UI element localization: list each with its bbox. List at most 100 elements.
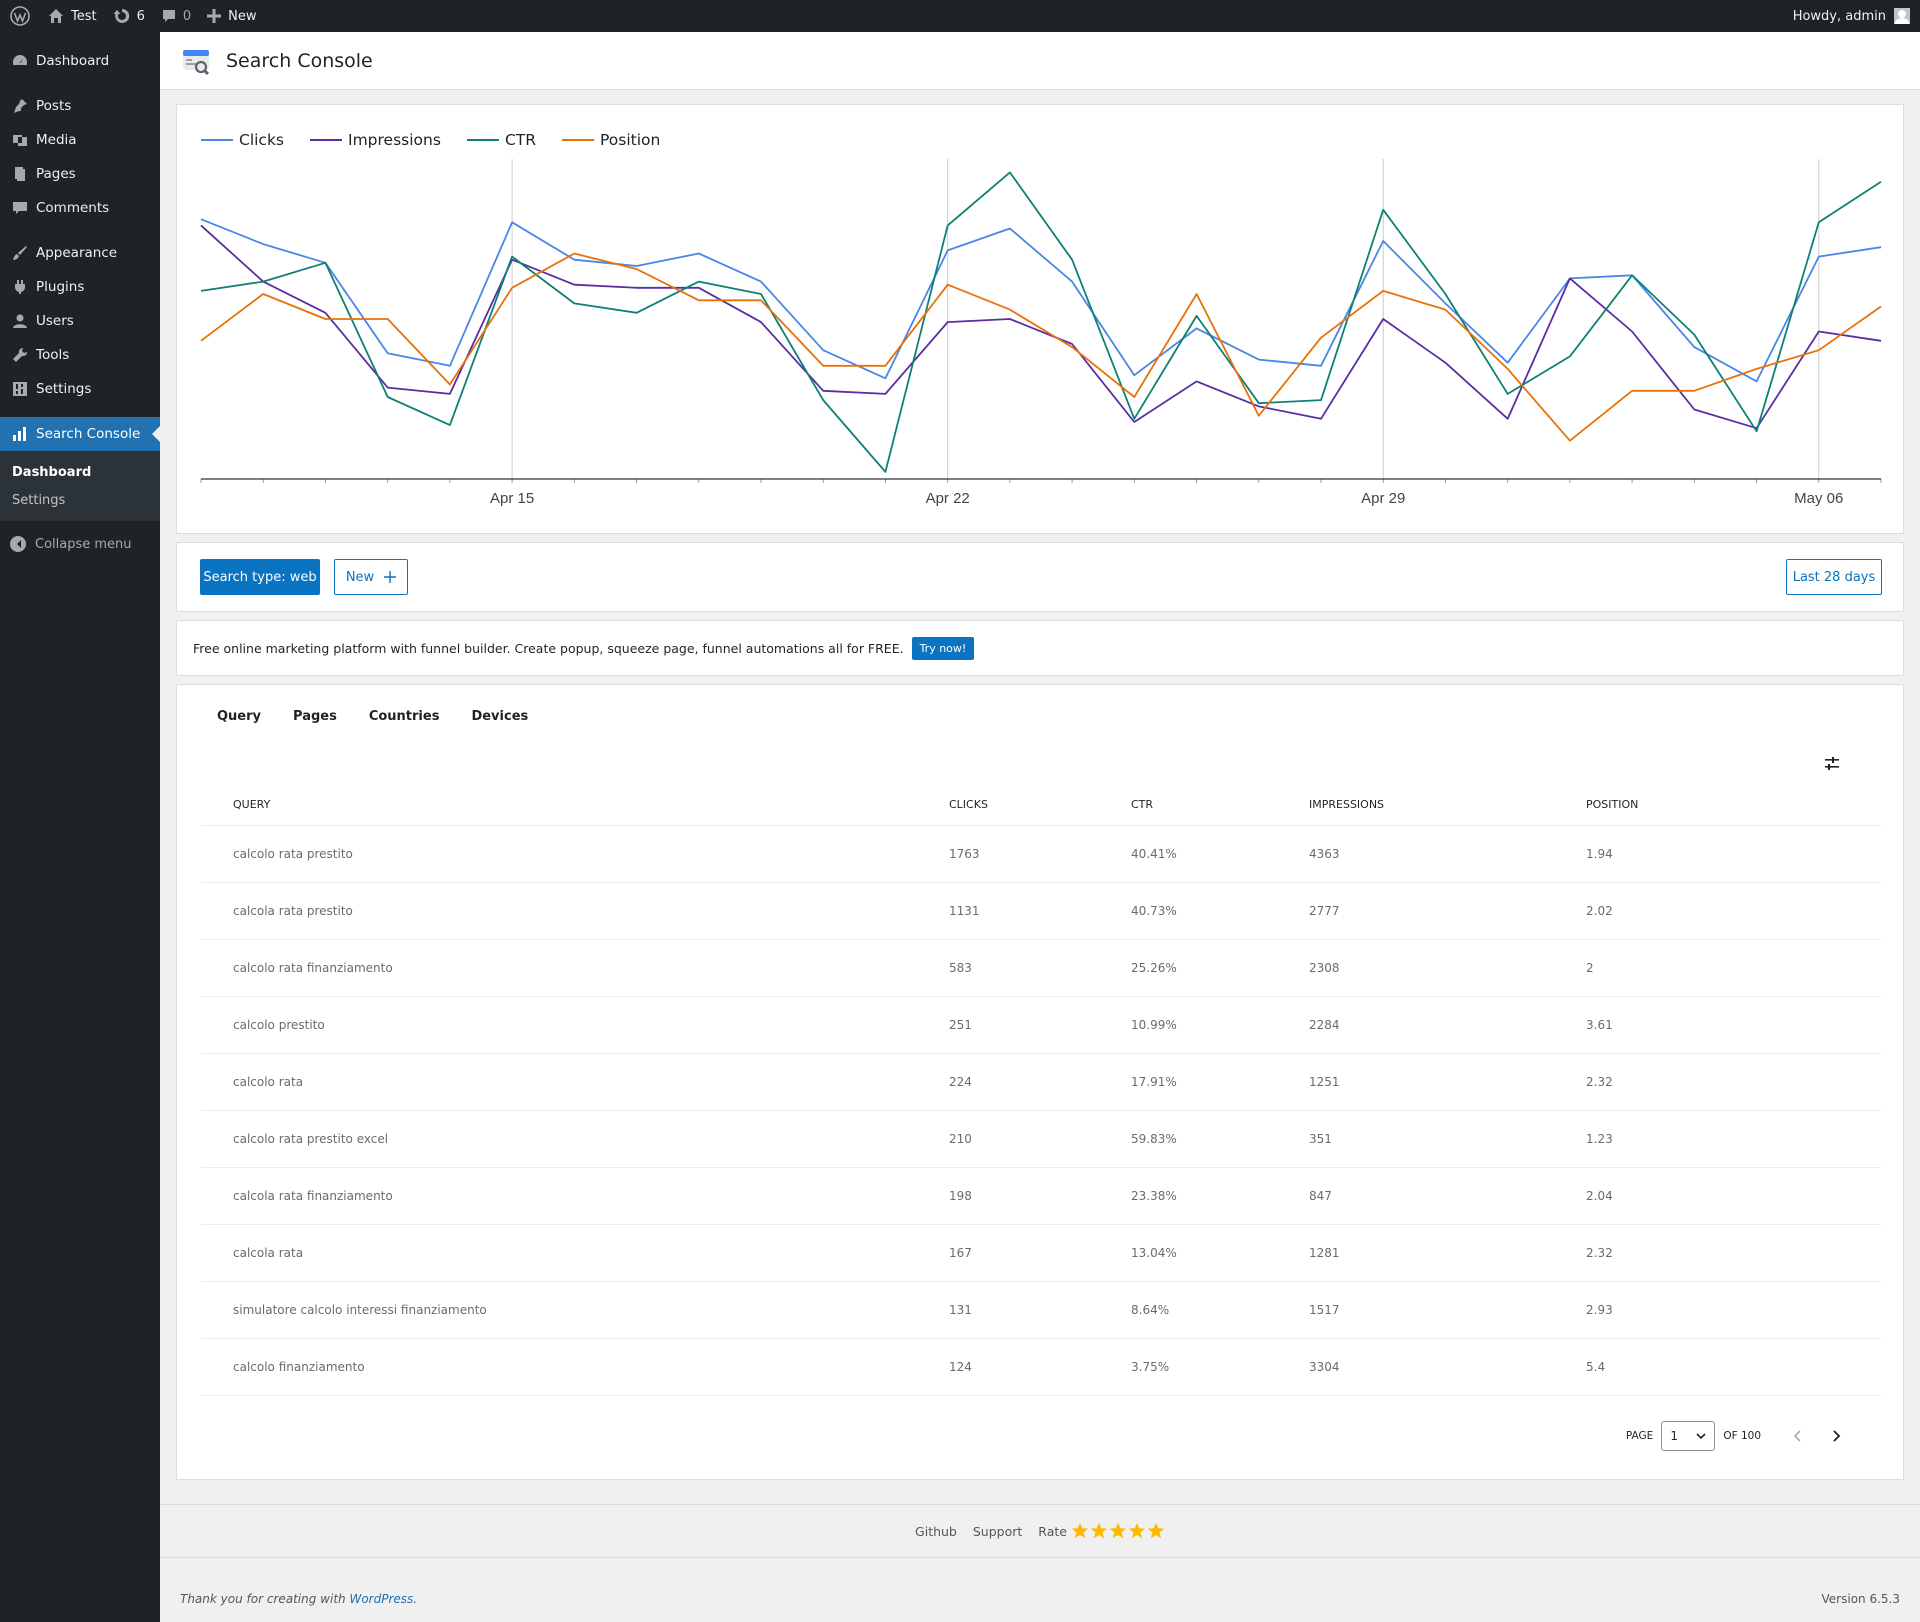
sidebar-item-label: Appearance [36,245,118,261]
sidebar-item-comments[interactable]: Comments [0,191,160,225]
chevron-right-icon[interactable] [1829,1429,1843,1443]
legend-label: Position [600,131,661,149]
filter-sliders-icon[interactable] [1823,755,1841,773]
cell-position: 2.93 [1586,1281,1881,1339]
sidebar-item-tools[interactable]: Tools [0,338,160,372]
series-line-position[interactable] [200,252,1882,442]
star-icon [1090,1522,1108,1539]
table-row[interactable]: calcola rata finanziamento 198 23.38% 847 2.… [201,1167,1881,1225]
support-link[interactable]: Support [972,1523,1023,1539]
sidebar-item-settings[interactable]: Settings [0,372,160,406]
avatar [1894,8,1910,24]
search-console-submenu: Dashboard Settings [0,451,160,521]
submenu-settings[interactable]: Settings [12,492,66,508]
comments-icon [10,198,30,218]
comment-bubble-icon [162,10,175,22]
cell-ctr: 40.41% [1131,825,1309,883]
table-row[interactable]: simulatore calcolo interessi finanziamen… [201,1281,1881,1339]
cell-query: calcolo rata prestito excel [201,1110,949,1168]
sidebar-item-pages[interactable]: Pages [0,157,160,191]
sidebar-item-label: Tools [36,347,70,363]
wordpress-link[interactable]: WordPress [349,1592,414,1606]
pagination: PAGE 1 OF 100 [1626,1421,1843,1451]
cell-impressions: 1281 [1309,1224,1586,1282]
legend-item-impressions[interactable]: Impressions [310,131,441,149]
sidebar-item-search-console[interactable]: Search Console [0,417,160,451]
table-row[interactable]: calcolo rata finanziamento 583 25.26% 2308 2 [201,939,1881,997]
cell-ctr: 17.91% [1131,1053,1309,1111]
column-header-ctr[interactable]: CTR [1131,785,1309,826]
table-row[interactable]: calcolo prestito 251 10.99% 2284 3.61 [201,996,1881,1054]
cell-impressions: 2284 [1309,996,1586,1054]
legend-swatch [310,139,343,141]
table-row[interactable]: calcola rata 167 13.04% 1281 2.32 [201,1224,1881,1282]
github-link[interactable]: Github [915,1523,957,1539]
admin-sidebar: Dashboard Posts Media Pages Comments App… [0,32,160,1622]
howdy-text: Howdy, admin [1792,8,1886,24]
tab-devices[interactable]: Devices [471,709,529,724]
tab-pages[interactable]: Pages [293,709,337,724]
sidebar-item-label: Dashboard [36,53,110,69]
legend-swatch [201,139,233,141]
chevron-left-icon[interactable] [1791,1429,1805,1443]
settings-icon [10,379,30,399]
home-icon [49,9,63,23]
site-name-link[interactable]: Test [40,0,105,32]
x-tick-label: May 06 [1794,490,1843,507]
legend-item-clicks[interactable]: Clicks [201,131,284,149]
page-select[interactable]: 1 [1661,1421,1716,1451]
cell-impressions: 3304 [1309,1338,1586,1396]
legend-swatch [466,139,499,141]
sidebar-item-appearance[interactable]: Appearance [0,236,160,270]
cell-clicks: 198 [949,1167,1131,1225]
submenu-dashboard[interactable]: Dashboard [12,464,92,480]
legend-item-ctr[interactable]: CTR [466,131,536,149]
series-line-impressions[interactable] [200,224,1882,430]
column-header-clicks[interactable]: CLICKS [949,785,1131,826]
cell-position: 1.23 [1586,1110,1881,1168]
table-row[interactable]: calcolo rata 224 17.91% 1251 2.32 [201,1053,1881,1111]
sidebar-item-users[interactable]: Users [0,304,160,338]
sidebar-item-label: Plugins [36,279,85,295]
sidebar-item-dashboard[interactable]: Dashboard [0,44,160,78]
tab-query[interactable]: Query [217,709,262,724]
site-name: Test [71,8,97,24]
cell-impressions: 1251 [1309,1053,1586,1111]
try-now-button[interactable]: Try now! [911,636,975,660]
legend-item-position[interactable]: Position [562,131,660,149]
cell-ctr: 23.38% [1131,1167,1309,1225]
series-line-clicks[interactable] [200,218,1882,383]
tab-countries[interactable]: Countries [368,709,440,724]
chart-bar-icon [10,424,30,444]
table-row[interactable]: calcola rata prestito 1131 40.73% 2777 2.02 [201,882,1881,940]
sidebar-item-plugins[interactable]: Plugins [0,270,160,304]
page-title: Search Console [226,49,373,72]
table-body: calcolo rata prestito 1763 40.41% 4363 1.94 c… [201,825,1881,1396]
star-icon [1128,1522,1146,1539]
new-filter-button[interactable]: New [334,559,408,595]
wordpress-logo-icon[interactable] [0,0,40,32]
date-range-button[interactable]: Last 28 days [1786,559,1882,595]
table-row[interactable]: calcolo rata prestito 1763 40.41% 4363 1.94 [201,825,1881,883]
column-header-impressions[interactable]: IMPRESSIONS [1309,785,1586,826]
collapse-arrow-icon [10,536,26,552]
promo-banner: Free online marketing platform with funn… [176,620,1904,676]
comments-link[interactable]: 0 [153,0,199,32]
search-type-button[interactable]: Search type: web [200,559,320,595]
table-row[interactable]: calcolo rata prestito excel 210 59.83% 351 1… [201,1110,1881,1168]
column-header-query[interactable]: QUERY [201,785,949,826]
sidebar-item-media[interactable]: Media [0,123,160,157]
column-header-position[interactable]: POSITION [1586,785,1881,826]
series-line-ctr[interactable] [200,171,1882,473]
new-content-link[interactable]: New [199,0,264,32]
table-row[interactable]: calcolo finanziamento 124 3.75% 3304 5.4 [201,1338,1881,1396]
cell-ctr: 3.75% [1131,1338,1309,1396]
my-account[interactable]: Howdy, admin [1793,0,1920,32]
sidebar-item-posts[interactable]: Posts [0,89,160,123]
page-total: OF 100 [1723,1430,1761,1442]
star-icon [1071,1522,1089,1539]
rating-stars [1071,1522,1165,1540]
rate-link[interactable]: Rate [1038,1522,1165,1540]
collapse-menu-button[interactable]: Collapse menu [0,527,160,561]
updates-link[interactable]: 6 [105,0,153,32]
